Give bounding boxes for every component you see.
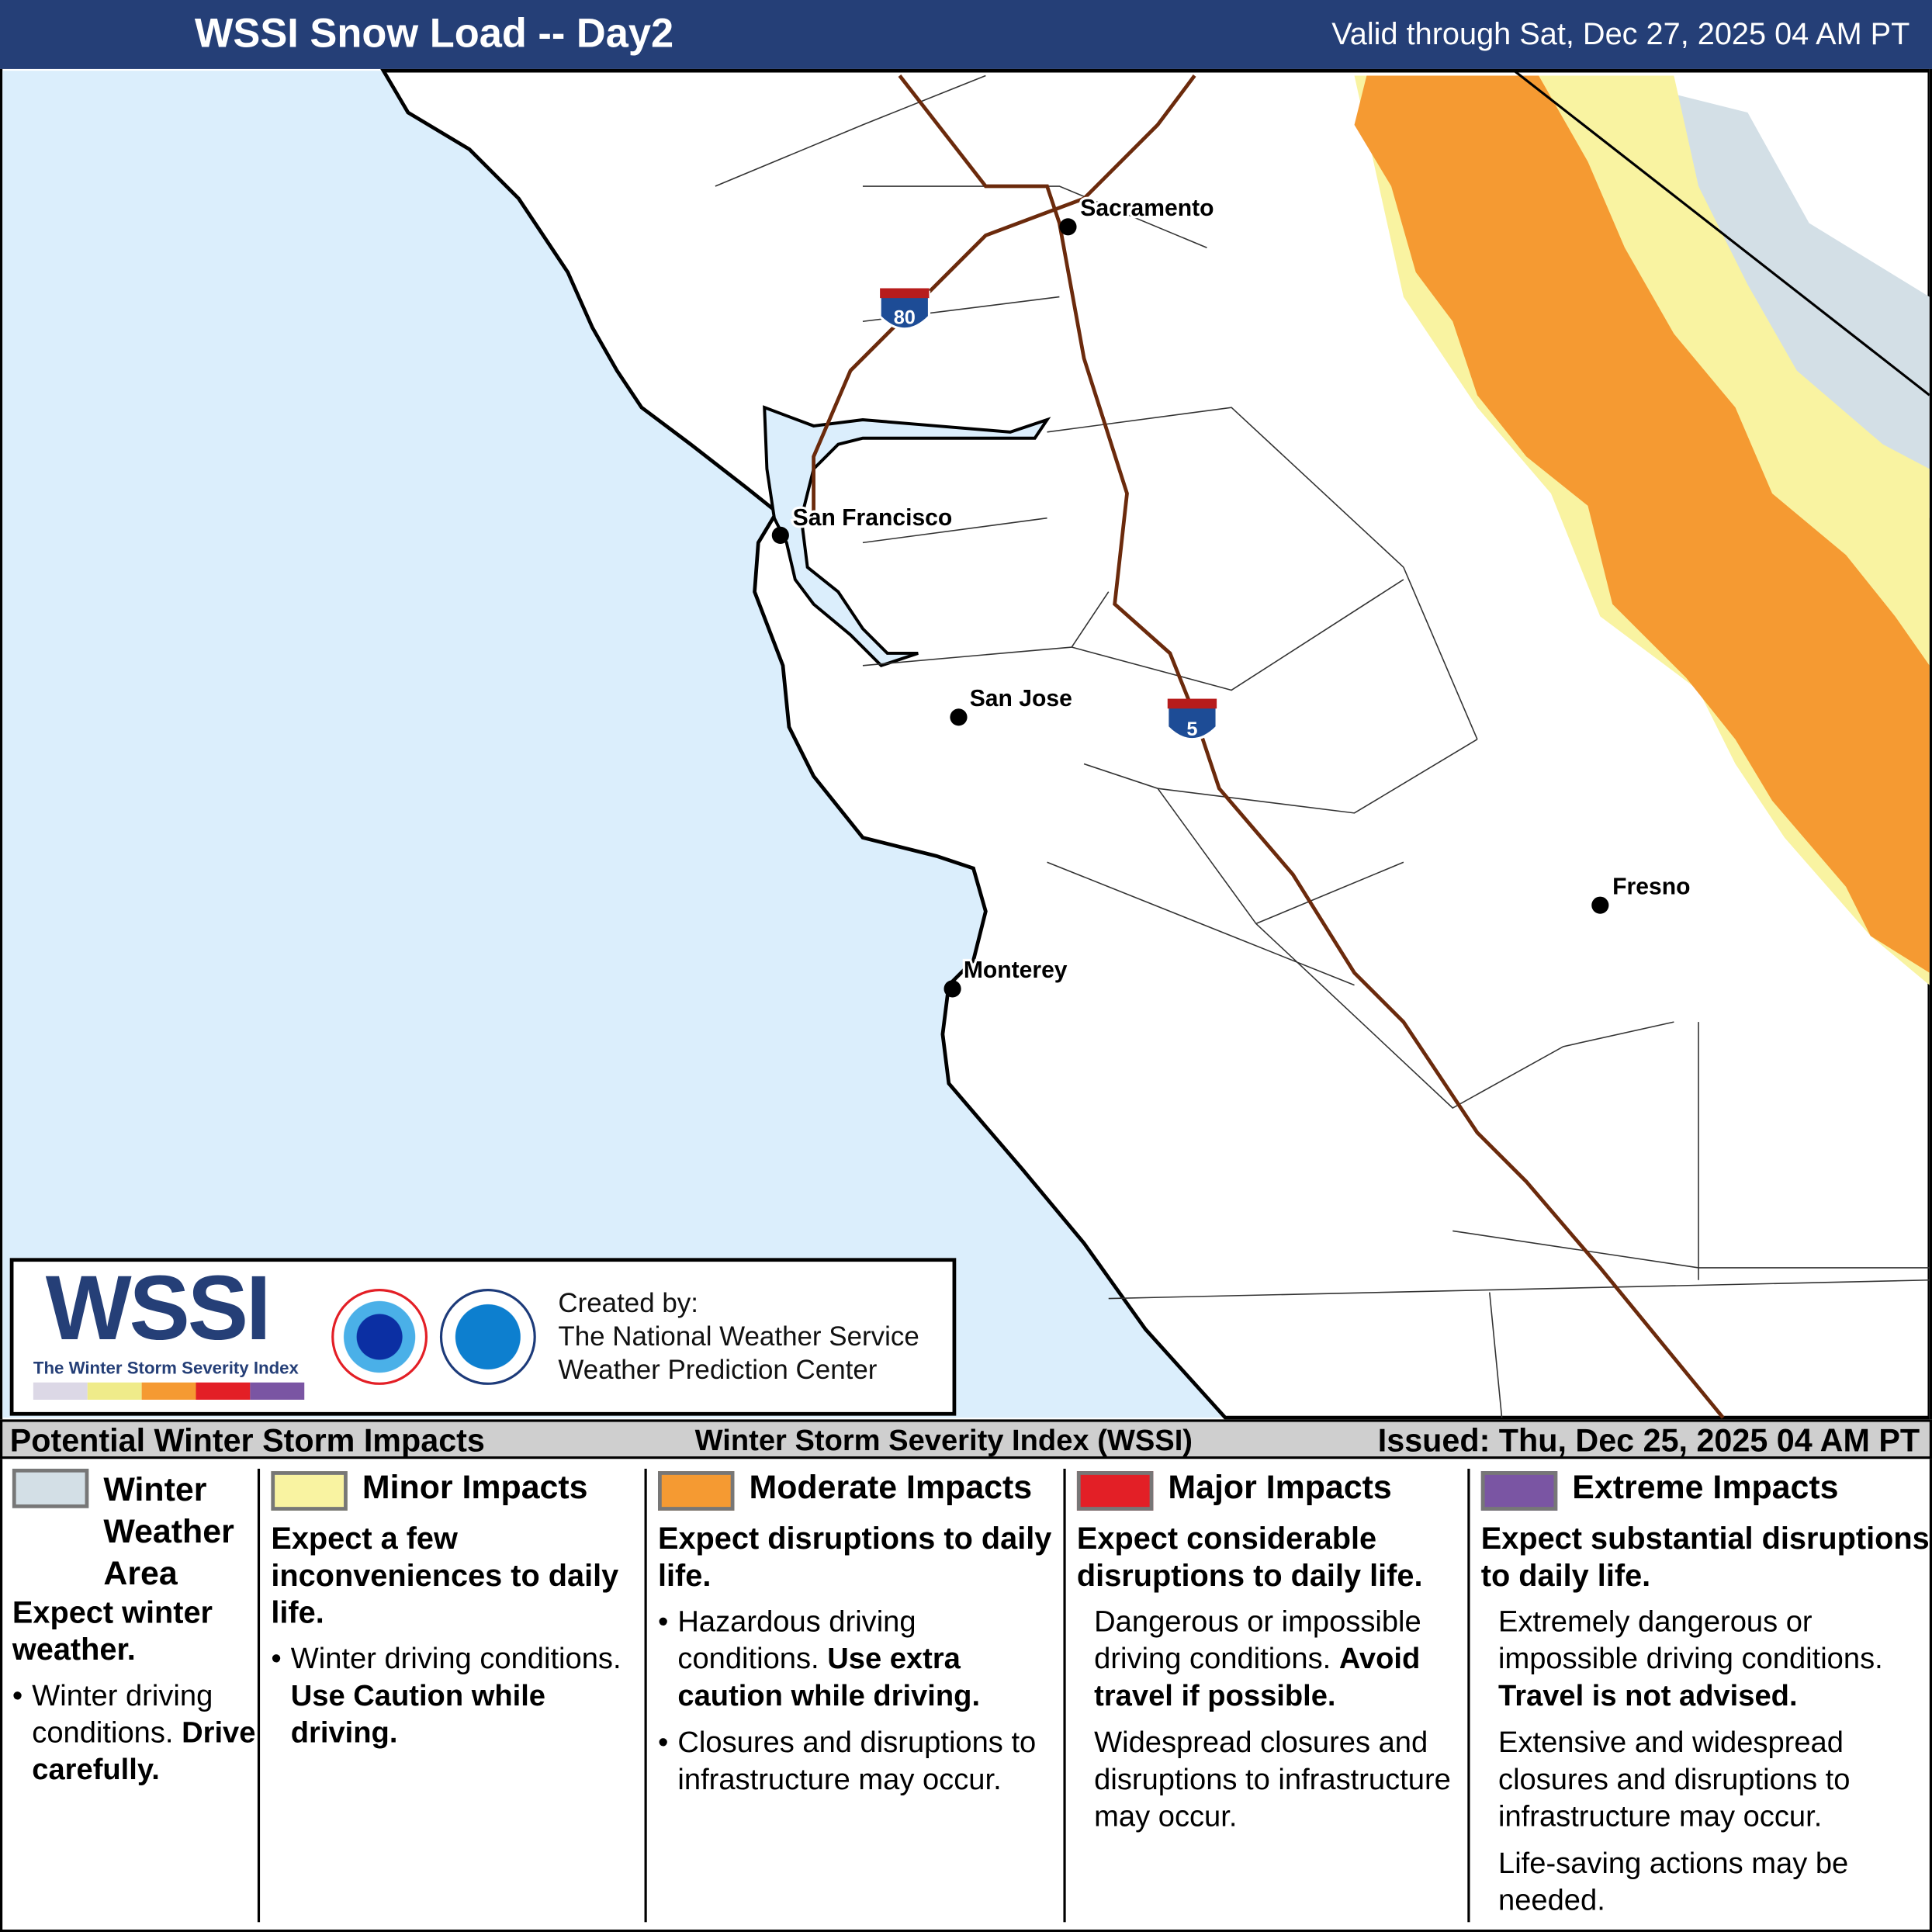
- moderate-impacts-area: [1354, 75, 1930, 973]
- legend-paragraph: Dangerous or impossible driving conditio…: [1094, 1605, 1421, 1676]
- column-divider: [257, 1468, 261, 1923]
- legend-paragraph: Extensive and widespread closures and di…: [1498, 1726, 1851, 1833]
- legend-bullet: Hazardous driving conditions.: [677, 1605, 916, 1676]
- legend-bullet-bold: Drive carefully.: [32, 1716, 256, 1787]
- legend-bullet-bold: Use extra caution while driving.: [677, 1642, 981, 1712]
- legend-bullet: Winter driving conditions.: [290, 1642, 621, 1676]
- column-divider: [1467, 1468, 1470, 1923]
- impact-legend: Winter Weather Area Expect winter weather.…: [0, 1459, 1932, 1932]
- moderate-swatch: [657, 1470, 735, 1511]
- legend-title-line: Weather: [103, 1513, 234, 1550]
- valid-time: Valid through Sat, Dec 27, 2025 04 AM PT: [1331, 17, 1910, 52]
- major-swatch: [1076, 1470, 1154, 1511]
- city-fresno: Fresno: [1612, 874, 1690, 899]
- map-title: WSSI Snow Load -- Day2: [194, 9, 674, 56]
- extreme-swatch: [1480, 1470, 1558, 1511]
- city-monterey: Monterey: [964, 957, 1068, 983]
- legend-headline: Expect considerable disruptions to daily…: [1076, 1521, 1423, 1593]
- legend-bullet-bold: Use Caution while driving.: [290, 1678, 546, 1750]
- nws-logo: [331, 1289, 428, 1385]
- legend-moderate: Moderate Impacts Expect disruptions to d…: [646, 1459, 1063, 1927]
- issued-time: Issued: Thu, Dec 25, 2025 04 AM PT: [1377, 1421, 1920, 1459]
- legend-header-band: Potential Winter Storm Impacts Winter St…: [0, 1419, 1932, 1459]
- column-divider: [1063, 1468, 1066, 1923]
- legend-bullet: Winter driving conditions.: [32, 1679, 213, 1750]
- cities: Sacramento San Francisco San Jose Monter…: [771, 193, 1693, 998]
- legend-paragraph: Life-saving actions may be needed.: [1498, 1846, 1849, 1917]
- city-san-jose: San Jose: [970, 686, 1072, 712]
- wssi-logo: WSSI: [45, 1256, 272, 1359]
- legend-title: Extreme Impacts: [1572, 1468, 1839, 1506]
- legend-title: Potential Winter Storm Impacts: [9, 1421, 485, 1459]
- legend-paragraph: Widespread closures and disruptions to i…: [1094, 1726, 1451, 1833]
- legend-paragraph-bold: Avoid travel if possible.: [1094, 1642, 1421, 1712]
- created-by-label: Created by:: [558, 1287, 698, 1319]
- legend-title-line: Winter: [103, 1471, 207, 1508]
- map-header: WSSI Snow Load -- Day2 Valid through Sat…: [0, 0, 1932, 69]
- wssi-subtitle: The Winter Storm Severity Index: [33, 1357, 299, 1378]
- legend-headline: Expect substantial disruptions to daily …: [1480, 1521, 1930, 1593]
- org-nws: The National Weather Service: [558, 1321, 919, 1352]
- interstate-5-label: 5: [1186, 718, 1197, 740]
- legend-paragraph: Extremely dangerous or impossible drivin…: [1498, 1605, 1883, 1676]
- state-border: [1513, 69, 1930, 396]
- legend-extreme: Extreme Impacts Expect substantial disru…: [1469, 1459, 1931, 1927]
- city-san-francisco: San Francisco: [793, 505, 953, 531]
- legend-headline: Expect winter weather.: [12, 1595, 213, 1667]
- city-sacramento: Sacramento: [1080, 196, 1214, 221]
- legend-title: Minor Impacts: [362, 1468, 588, 1506]
- county-borders: [715, 74, 1930, 1418]
- legend-minor: Minor Impacts Expect a few inconvenience…: [258, 1459, 644, 1927]
- org-wpc: Weather Prediction Center: [558, 1354, 878, 1385]
- impact-map: 80 5 Sacramento San Francisco San Jose M…: [0, 68, 1932, 1420]
- credits-box: WSSI The Winter Storm Severity Index Cre…: [9, 1256, 957, 1416]
- legend-major: Major Impacts Expect considerable disrup…: [1065, 1459, 1467, 1927]
- interstate-80-label: 80: [894, 306, 916, 328]
- legend-headline: Expect disruptions to daily life.: [657, 1521, 1052, 1593]
- noaa-logo: [439, 1289, 536, 1385]
- legend-winter-weather: Winter Weather Area Expect winter weather.…: [2, 1459, 258, 1927]
- minor-swatch: [271, 1470, 348, 1511]
- interstate-5-shield: 5: [1166, 698, 1218, 741]
- legend-bullet: Closures and disruptions to infrastructu…: [677, 1726, 1037, 1796]
- interstate-80-shield: 80: [878, 288, 931, 331]
- legend-paragraph-bold: Travel is not advised.: [1498, 1678, 1798, 1712]
- column-divider: [644, 1468, 647, 1923]
- bay: [763, 405, 1051, 668]
- wssi-color-bar: [33, 1382, 305, 1400]
- legend-title: Major Impacts: [1168, 1468, 1392, 1506]
- winter-weather-swatch: [12, 1468, 89, 1508]
- winter-weather-area: [1649, 88, 1930, 518]
- legend-title: Moderate Impacts: [749, 1468, 1033, 1506]
- legend-index-name: Winter Storm Severity Index (WSSI): [694, 1424, 1193, 1458]
- legend-title-line: Area: [103, 1555, 178, 1592]
- legend-headline: Expect a few inconveniences to daily lif…: [271, 1521, 619, 1630]
